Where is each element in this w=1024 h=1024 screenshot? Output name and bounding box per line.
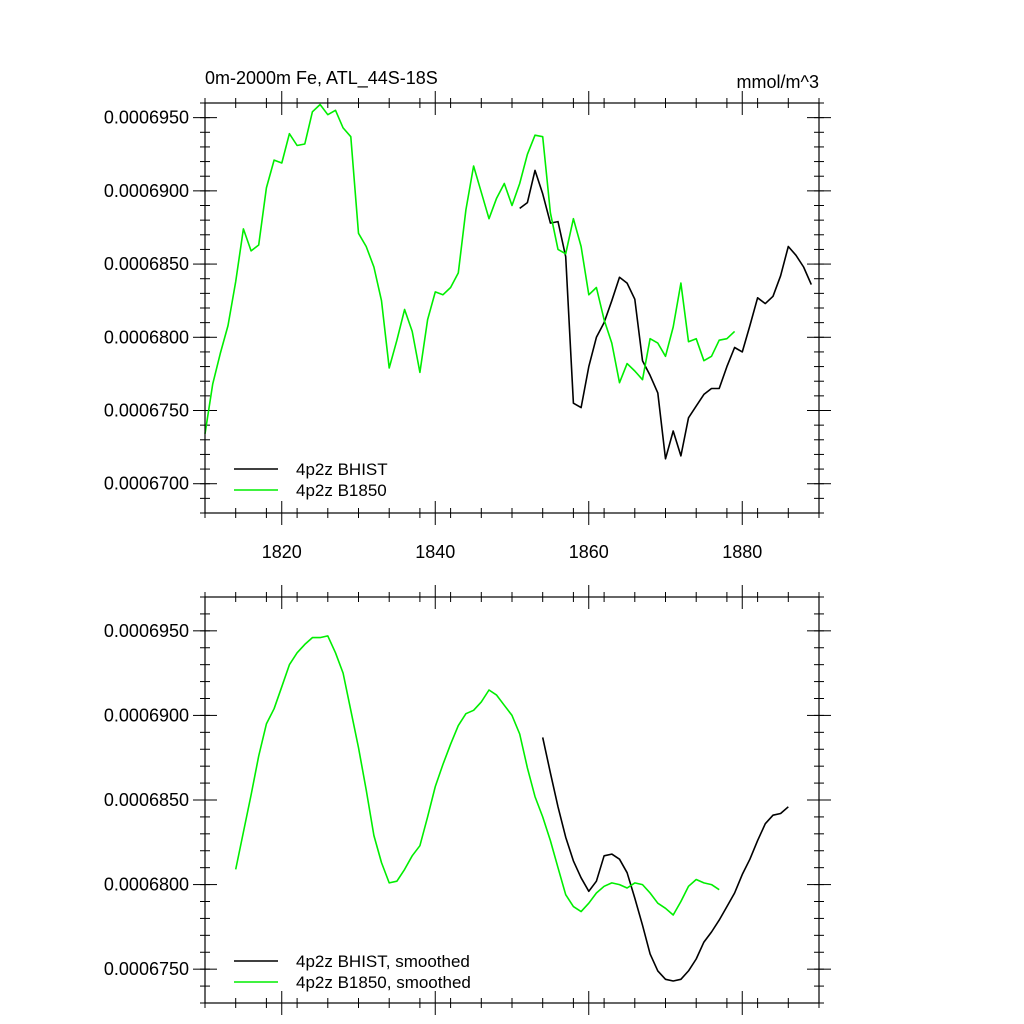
y-tick-label: 0.0006950 [104,108,189,128]
legend-label-b1850-smoothed: 4p2z B1850, smoothed [296,973,471,992]
y-tick-label: 0.0006850 [104,790,189,810]
y-tick-label: 0.0006750 [104,401,189,421]
y-tick-label: 0.0006950 [104,621,189,641]
y-tick-label: 0.0006850 [104,254,189,274]
legend: 4p2z BHIST, smoothed 4p2z B1850, smoothe… [234,952,471,992]
y-tick-labels: 0.0006750 0.0006800 0.0006850 0.0006900 … [104,621,189,979]
axis-ticks [193,585,831,1015]
x-tick-labels: 1820 1840 1860 1880 [262,542,763,562]
legend-label-b1850: 4p2z B1850 [296,481,387,500]
y-tick-label: 0.0006900 [104,181,189,201]
y-tick-label: 0.0006800 [104,327,189,347]
legend-label-bhist-smoothed: 4p2z BHIST, smoothed [296,952,470,971]
chart-title: 0m-2000m Fe, ATL_44S-18S [205,68,438,89]
y-tick-label: 0.0006800 [104,875,189,895]
plot-frame [204,596,820,1004]
series-line-bhist-smoothed [541,737,789,982]
y-tick-label: 0.0006750 [104,959,189,979]
units-label: mmol/m^3 [737,72,819,92]
y-tick-labels: 0.0006700 0.0006750 0.0006800 0.0006850 … [104,108,189,494]
series-line-b1850 [204,103,736,435]
plot-frame [204,102,820,514]
legend-label-bhist: 4p2z BHIST [296,460,388,479]
x-tick-label-1860: 1860 [569,542,609,562]
series-line-b1850-smoothed [234,635,720,916]
panel-top: 0m-2000m Fe, ATL_44S-18S mmol/m^3 1820 1… [104,68,831,562]
x-tick-label-1840: 1840 [415,542,455,562]
y-tick-label: 0.0006700 [104,474,189,494]
axis-ticks [193,91,831,525]
y-tick-label: 0.0006900 [104,705,189,725]
x-tick-label-1880: 1880 [722,542,762,562]
panel-bottom: 0.0006750 0.0006800 0.0006850 0.0006900 … [104,585,831,1015]
x-tick-label-1820: 1820 [262,542,302,562]
legend: 4p2z BHIST 4p2z B1850 [234,460,388,500]
series-line-bhist [519,169,813,460]
